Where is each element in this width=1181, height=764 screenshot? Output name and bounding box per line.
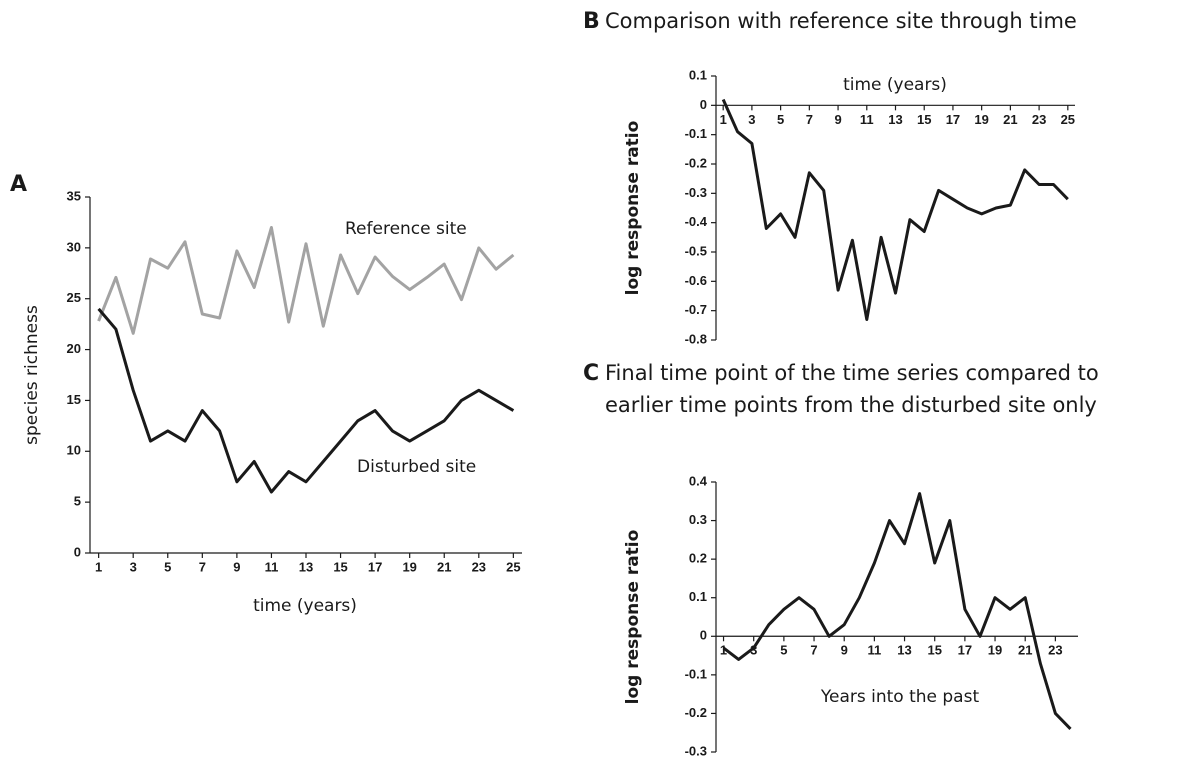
x-tick-label: 11	[265, 559, 279, 574]
x-tick-label: 19	[988, 643, 1002, 658]
panel-label: A	[10, 172, 27, 197]
x-tick-label: 15	[333, 559, 347, 574]
x-tick-label: 9	[841, 643, 848, 658]
x-tick-label: 3	[750, 643, 757, 658]
y-axis-label: log response ratio	[623, 530, 643, 705]
y-tick-label: 0.1	[689, 589, 707, 604]
y-tick-label: 0	[74, 544, 81, 559]
y-tick-label: 15	[67, 392, 81, 407]
panel-label: B	[583, 9, 600, 34]
x-tick-label: 23	[472, 559, 486, 574]
x-tick-label: 11	[860, 112, 874, 127]
data-line	[97, 226, 515, 335]
x-tick-label: 15	[917, 112, 931, 127]
x-tick-label: 25	[1061, 112, 1075, 127]
y-tick-label: -0.2	[685, 155, 707, 170]
x-tick-label: 19	[974, 112, 988, 127]
x-axis-label: Years into the past	[820, 687, 980, 707]
y-tick-label: 0.2	[689, 551, 707, 566]
y-tick-label: 0.1	[689, 67, 707, 82]
y-tick-label: -0.4	[685, 214, 708, 229]
x-tick-label: 13	[299, 559, 313, 574]
x-tick-label: 17	[958, 643, 972, 658]
y-tick-label: -0.3	[685, 743, 707, 758]
y-tick-label: 0	[700, 97, 707, 112]
x-tick-label: 21	[1003, 112, 1017, 127]
y-tick-label: 20	[67, 341, 81, 356]
x-tick-label: 5	[780, 643, 787, 658]
x-tick-label: 7	[810, 643, 817, 658]
y-axis-label: log response ratio	[623, 121, 643, 296]
panel-title: Comparison with reference site through t…	[605, 9, 1077, 33]
x-tick-label: 13	[888, 112, 902, 127]
data-line	[721, 98, 1069, 321]
y-tick-label: -0.5	[685, 243, 707, 258]
data-line	[722, 492, 1072, 730]
x-tick-label: 23	[1032, 112, 1046, 127]
y-tick-label: -0.2	[685, 705, 707, 720]
x-tick-label: 1	[720, 112, 727, 127]
y-tick-label: 35	[67, 188, 81, 203]
x-tick-label: 17	[946, 112, 960, 127]
y-tick-label: -0.1	[685, 126, 707, 141]
x-tick-label: 7	[199, 559, 206, 574]
y-tick-label: 0.4	[689, 473, 708, 488]
panel-label: C	[583, 361, 599, 386]
x-axis-label: time (years)	[253, 596, 357, 616]
x-tick-label: 21	[437, 559, 451, 574]
x-tick-label: 23	[1048, 643, 1062, 658]
x-tick-label: 9	[233, 559, 240, 574]
x-tick-label: 17	[368, 559, 382, 574]
x-tick-label: 21	[1018, 643, 1032, 658]
y-tick-label: -0.6	[685, 273, 707, 288]
x-tick-label: 3	[748, 112, 755, 127]
y-tick-label: 25	[67, 290, 81, 305]
x-tick-label: 1	[95, 559, 102, 574]
x-tick-label: 7	[806, 112, 813, 127]
x-tick-label: 3	[130, 559, 137, 574]
x-tick-label: 15	[927, 643, 941, 658]
x-tick-label: 5	[164, 559, 171, 574]
x-tick-label: 11	[868, 643, 882, 658]
x-tick-label: 19	[402, 559, 416, 574]
x-axis-label: time (years)	[843, 75, 947, 95]
y-tick-label: 10	[67, 443, 81, 458]
y-tick-label: -0.1	[685, 666, 707, 681]
y-tick-label: 5	[74, 494, 81, 509]
x-tick-label: 13	[897, 643, 911, 658]
series-label: Reference site	[345, 219, 467, 239]
y-tick-label: -0.3	[685, 185, 707, 200]
series-label: Disturbed site	[357, 457, 476, 477]
x-tick-label: 1	[720, 643, 727, 658]
y-axis-label: species richness	[22, 305, 42, 445]
y-tick-label: -0.7	[685, 302, 707, 317]
x-tick-label: 9	[834, 112, 841, 127]
data-line	[97, 307, 515, 494]
y-tick-label: -0.8	[685, 331, 707, 346]
x-tick-label: 25	[506, 559, 520, 574]
x-tick-label: 5	[777, 112, 784, 127]
panel-title: Final time point of the time series comp…	[605, 361, 1099, 385]
y-tick-label: 30	[67, 239, 81, 254]
y-tick-label: 0.3	[689, 512, 707, 527]
y-tick-label: 0	[700, 628, 707, 643]
panel-title: earlier time points from the disturbed s…	[605, 393, 1097, 417]
